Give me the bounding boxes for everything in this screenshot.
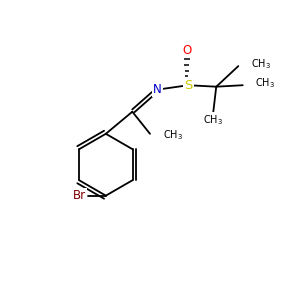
- Text: N: N: [153, 83, 162, 96]
- Text: CH$_3$: CH$_3$: [163, 128, 183, 142]
- Text: CH$_3$: CH$_3$: [251, 57, 271, 70]
- Text: S: S: [184, 79, 193, 92]
- Text: CH$_3$: CH$_3$: [255, 76, 275, 90]
- Text: CH$_3$: CH$_3$: [203, 113, 223, 127]
- Text: Br: Br: [74, 189, 86, 202]
- Text: O: O: [182, 44, 191, 57]
